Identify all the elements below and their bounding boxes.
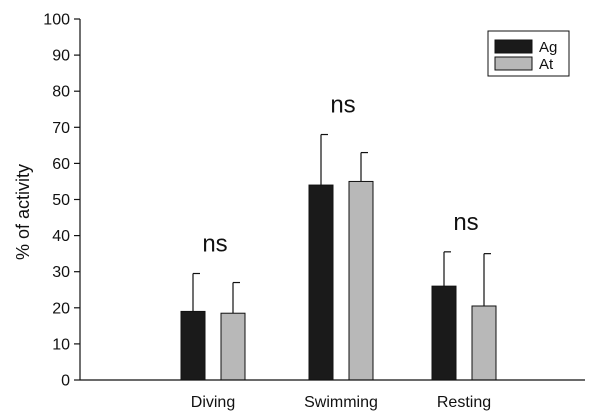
y-tick-label: 60 [52, 156, 70, 173]
legend-swatch-ag [494, 39, 533, 54]
y-axis-title: % of activity [13, 164, 33, 260]
significance-annotation: ns [330, 92, 355, 119]
category-labels: Diving Swimming Resting [191, 394, 491, 411]
annotations-group: ns ns ns [202, 92, 478, 258]
bar-at-resting [471, 305, 497, 381]
y-tick-label: 10 [52, 336, 70, 353]
y-tick-label: 30 [52, 264, 70, 281]
y-tick-label: 0 [61, 373, 70, 390]
y-tick-label: 90 [52, 48, 70, 65]
bar-at-diving [220, 312, 246, 381]
y-tick-label: 50 [52, 192, 70, 209]
bar-at-swimming [348, 180, 374, 381]
bar-ag-resting [431, 285, 457, 381]
significance-annotation: ns [453, 209, 478, 236]
x-category-label: Swimming [304, 394, 378, 411]
y-tick-label: 70 [52, 120, 70, 137]
significance-annotation: ns [202, 231, 227, 258]
x-category-label: Diving [191, 394, 235, 411]
error-bars-group [192, 133, 491, 314]
bar-ag-diving [180, 310, 206, 381]
legend-label: At [539, 56, 554, 73]
x-category-label: Resting [437, 394, 491, 411]
bar-ag-swimming [308, 184, 334, 381]
y-axis-ticks: 0 10 20 30 40 50 60 70 80 90 100 [43, 12, 80, 390]
y-tick-label: 100 [43, 12, 70, 29]
y-tick-label: 80 [52, 84, 70, 101]
y-tick-label: 20 [52, 300, 70, 317]
legend-label: Ag [539, 39, 557, 56]
bars-group [180, 180, 497, 381]
legend-swatch-at [494, 56, 533, 71]
y-tick-label: 40 [52, 228, 70, 245]
